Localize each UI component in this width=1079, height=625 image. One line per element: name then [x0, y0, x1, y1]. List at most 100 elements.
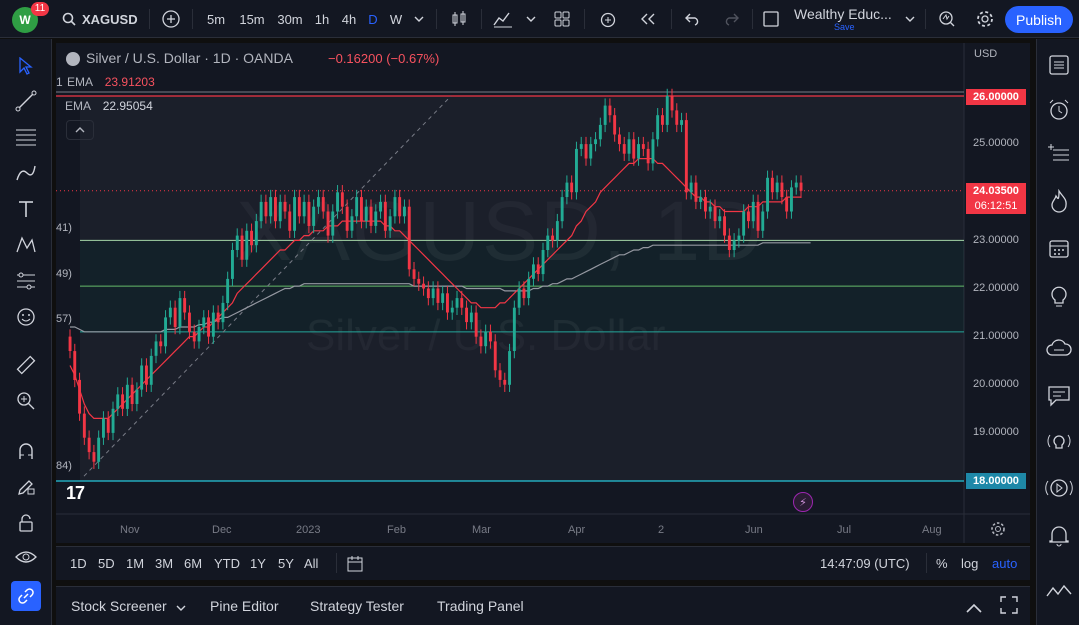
symbol-search[interactable]: XAGUSD — [62, 0, 142, 38]
interval-30m[interactable]: 30m — [277, 11, 303, 27]
candle-body — [608, 105, 612, 116]
range-1y[interactable]: 1Y — [250, 556, 266, 571]
alerts-button[interactable] — [1044, 95, 1074, 125]
layout-dropdown[interactable] — [902, 0, 918, 38]
ema-fast-legend[interactable]: 1 EMA 23.91203 — [56, 75, 155, 89]
trend-line-tool[interactable] — [10, 87, 42, 115]
time-tick: Feb — [387, 524, 406, 536]
templates-button[interactable] — [549, 0, 575, 38]
redo-button[interactable] — [718, 0, 744, 38]
streams-button[interactable] — [1044, 427, 1074, 457]
range-1d[interactable]: 1D — [70, 556, 87, 571]
interval-1d[interactable]: D — [368, 11, 378, 27]
collapse-legend-button[interactable] — [66, 120, 94, 140]
candle-body — [340, 192, 344, 207]
candle-body — [794, 182, 798, 188]
lock-drawings-tool[interactable] — [10, 509, 42, 537]
chats-button[interactable] — [1044, 335, 1074, 365]
undo-icon — [685, 13, 699, 26]
settings-button[interactable] — [972, 0, 998, 38]
text-tool[interactable] — [10, 195, 42, 223]
intervals-dropdown[interactable] — [410, 0, 428, 38]
interval-1w[interactable]: W — [389, 11, 403, 27]
drawing-mode-tool[interactable] — [10, 473, 42, 501]
indicators-button[interactable] — [490, 0, 516, 38]
hotlists-button[interactable] — [1044, 186, 1074, 216]
stock-screener-dropdown[interactable] — [176, 598, 186, 614]
forecast-tool[interactable] — [10, 267, 42, 295]
watchlist-button[interactable] — [1044, 50, 1074, 80]
alert-button[interactable] — [595, 0, 621, 38]
data-window-button[interactable] — [1044, 473, 1074, 503]
magnet-tool[interactable] — [10, 437, 42, 465]
range-all[interactable]: All — [304, 556, 319, 571]
fib-tool[interactable] — [10, 123, 42, 151]
interval-15m[interactable]: 15m — [239, 11, 265, 27]
ema-slow-legend[interactable]: EMA 22.95054 — [56, 99, 153, 113]
candlestick-chart[interactable] — [56, 43, 1030, 543]
candle-body — [407, 206, 411, 270]
clock[interactable]: 14:47:09 (UTC) — [820, 556, 910, 571]
chart-type-button[interactable] — [446, 0, 472, 38]
divider — [436, 9, 437, 29]
range-5d[interactable]: 5D — [98, 556, 115, 571]
date-range-button[interactable] — [346, 555, 366, 576]
object-tree-button[interactable] — [1044, 140, 1074, 170]
layout-select-button[interactable] — [758, 0, 784, 38]
currency-label[interactable]: USD — [974, 48, 998, 60]
expand-panel-button[interactable] — [966, 600, 982, 616]
candle-body — [388, 216, 392, 231]
range-3m[interactable]: 3M — [155, 556, 174, 571]
candle-body — [560, 197, 564, 222]
cursor-tool[interactable] — [10, 52, 42, 80]
log-toggle[interactable]: log — [961, 556, 979, 571]
candle-body — [512, 307, 516, 351]
icons-tool[interactable] — [10, 303, 42, 331]
layout-name[interactable]: Wealthy Educ... — [794, 6, 892, 22]
calendar-button[interactable] — [1044, 233, 1074, 263]
quick-search-icon — [939, 11, 955, 27]
sync-drawings-tool[interactable] — [11, 581, 41, 611]
measure-tool[interactable] — [10, 351, 42, 379]
interval-4h[interactable]: 4h — [341, 11, 357, 27]
range-ytd[interactable]: YTD — [214, 556, 240, 571]
quick-search-button[interactable] — [934, 0, 960, 38]
candles-icon — [452, 11, 466, 26]
compare-symbol-button[interactable] — [158, 0, 184, 38]
percent-toggle[interactable]: % — [936, 556, 948, 571]
interval-5m[interactable]: 5m — [206, 11, 226, 27]
replay-button[interactable] — [635, 0, 661, 38]
level-label: 49) — [56, 268, 72, 280]
zoom-tool[interactable] — [10, 387, 42, 415]
maximize-panel-button[interactable] — [1000, 596, 1018, 617]
range-1m[interactable]: 1M — [126, 556, 145, 571]
interval-1h[interactable]: 1h — [314, 11, 330, 27]
tab-stock-screener[interactable]: Stock Screener — [71, 598, 167, 614]
hide-drawings-tool[interactable] — [10, 543, 42, 571]
messages-button[interactable] — [1044, 381, 1074, 411]
range-6m[interactable]: 6M — [184, 556, 203, 571]
pattern-tool[interactable] — [10, 231, 42, 259]
lightning-icon[interactable]: ⚡ — [793, 492, 813, 512]
help-button[interactable] — [1044, 577, 1074, 607]
auto-toggle[interactable]: auto — [992, 556, 1018, 571]
candle-body — [694, 182, 698, 202]
range-5y[interactable]: 5Y — [278, 556, 294, 571]
publish-button[interactable]: Publish — [1005, 6, 1073, 33]
notifications-button[interactable] — [1044, 520, 1074, 550]
tab-strategy-tester[interactable]: Strategy Tester — [310, 598, 404, 614]
candle-body — [383, 201, 387, 231]
undo-button[interactable] — [680, 0, 706, 38]
chart-pane[interactable]: XAGUSD, 1D Silver / U.S. Dollar Silver /… — [56, 43, 1030, 543]
ideas-button[interactable] — [1044, 281, 1074, 311]
broadcast-bulb-icon — [1047, 434, 1071, 449]
indicators-dropdown[interactable] — [522, 0, 540, 38]
time-tick: Jun — [745, 524, 763, 536]
tab-pine-editor[interactable]: Pine Editor — [210, 598, 279, 614]
gear-icon[interactable] — [990, 521, 1006, 537]
brush-tool[interactable] — [10, 159, 42, 187]
legend-change: −0.16200 (−0.67%) — [328, 51, 440, 66]
candle-body — [699, 197, 703, 202]
tab-trading-panel[interactable]: Trading Panel — [437, 598, 524, 614]
magnet-icon — [19, 443, 33, 459]
